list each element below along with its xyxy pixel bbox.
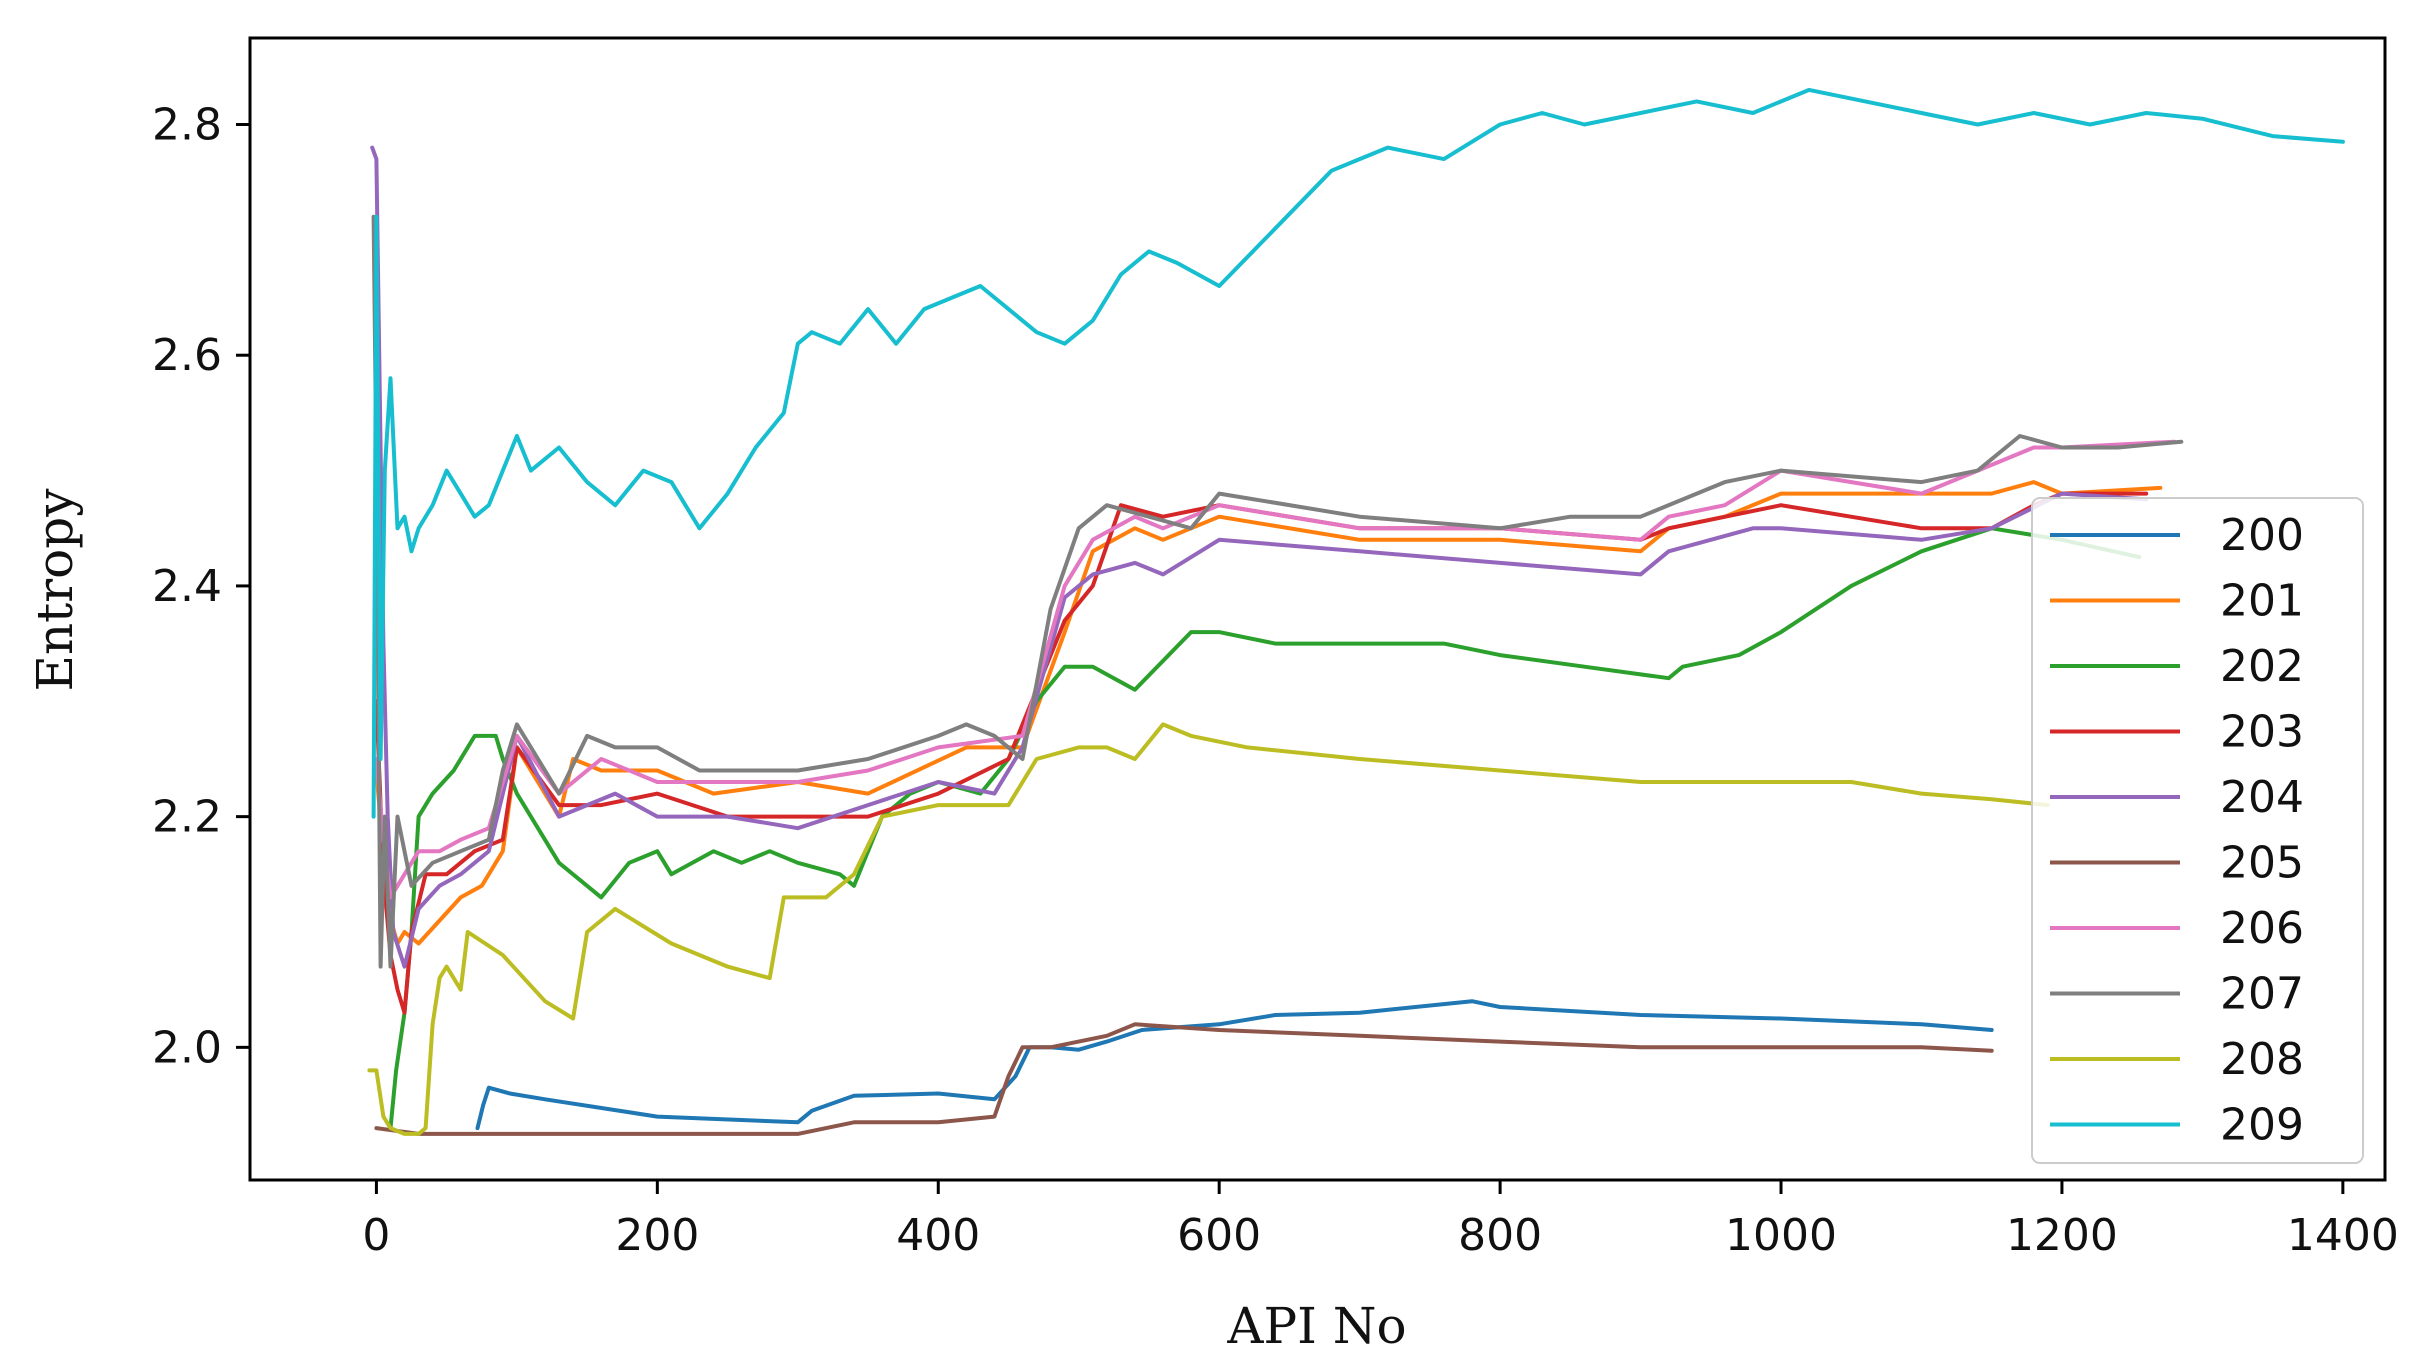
y-axis: 2.0 2.2 2.4 2.6 2.8 [152, 100, 250, 1073]
plot-lines [367, 87, 2345, 1136]
legend: 200 201 202 203 204 205 206 207 208 209 [2031, 497, 2364, 1164]
legend-label-203: 203 [2220, 707, 2304, 758]
y-tick-label: 2.8 [152, 100, 222, 151]
legend-label-206: 206 [2220, 903, 2304, 954]
x-axis-label: API No [1226, 1297, 1406, 1355]
x-tick-label: 200 [615, 1210, 699, 1261]
x-tick-label: 1000 [1725, 1210, 1837, 1261]
series-line-203 [374, 491, 2149, 1015]
series-line-201 [374, 480, 2163, 946]
series-line-204 [370, 145, 2149, 969]
series-line-202 [388, 526, 2142, 1131]
y-tick-label: 2.4 [152, 561, 222, 612]
legend-label-207: 207 [2220, 969, 2304, 1020]
legend-label-209: 209 [2220, 1100, 2304, 1151]
x-tick-label: 1200 [2006, 1210, 2118, 1261]
series-line-206 [374, 439, 2177, 900]
legend-label-204: 204 [2220, 772, 2304, 823]
legend-label-208: 208 [2220, 1034, 2304, 1085]
plot-frame [248, 36, 2387, 1182]
series-line-209 [371, 87, 2345, 819]
legend-box [2031, 497, 2364, 1164]
legend-label-205: 205 [2220, 838, 2304, 889]
legend-label-201: 201 [2220, 576, 2304, 627]
series-line-208 [367, 722, 2050, 1136]
series-line-205 [374, 1022, 1994, 1136]
y-tick-label: 2.6 [152, 330, 222, 381]
x-tick-label: 0 [362, 1210, 390, 1261]
x-axis: 0 200 400 600 800 1000 1200 1400 [362, 1180, 2399, 1261]
y-tick-label: 2.0 [152, 1022, 222, 1073]
x-tick-label: 1400 [2287, 1210, 2399, 1261]
x-tick-label: 600 [1177, 1210, 1261, 1261]
x-tick-label: 800 [1458, 1210, 1542, 1261]
y-tick-label: 2.2 [152, 792, 222, 843]
x-tick-label: 400 [896, 1210, 980, 1261]
legend-label-200: 200 [2220, 510, 2304, 561]
y-axis-label: Entropy [26, 488, 84, 692]
legend-label-202: 202 [2220, 641, 2304, 692]
series-line-207 [371, 214, 2184, 969]
